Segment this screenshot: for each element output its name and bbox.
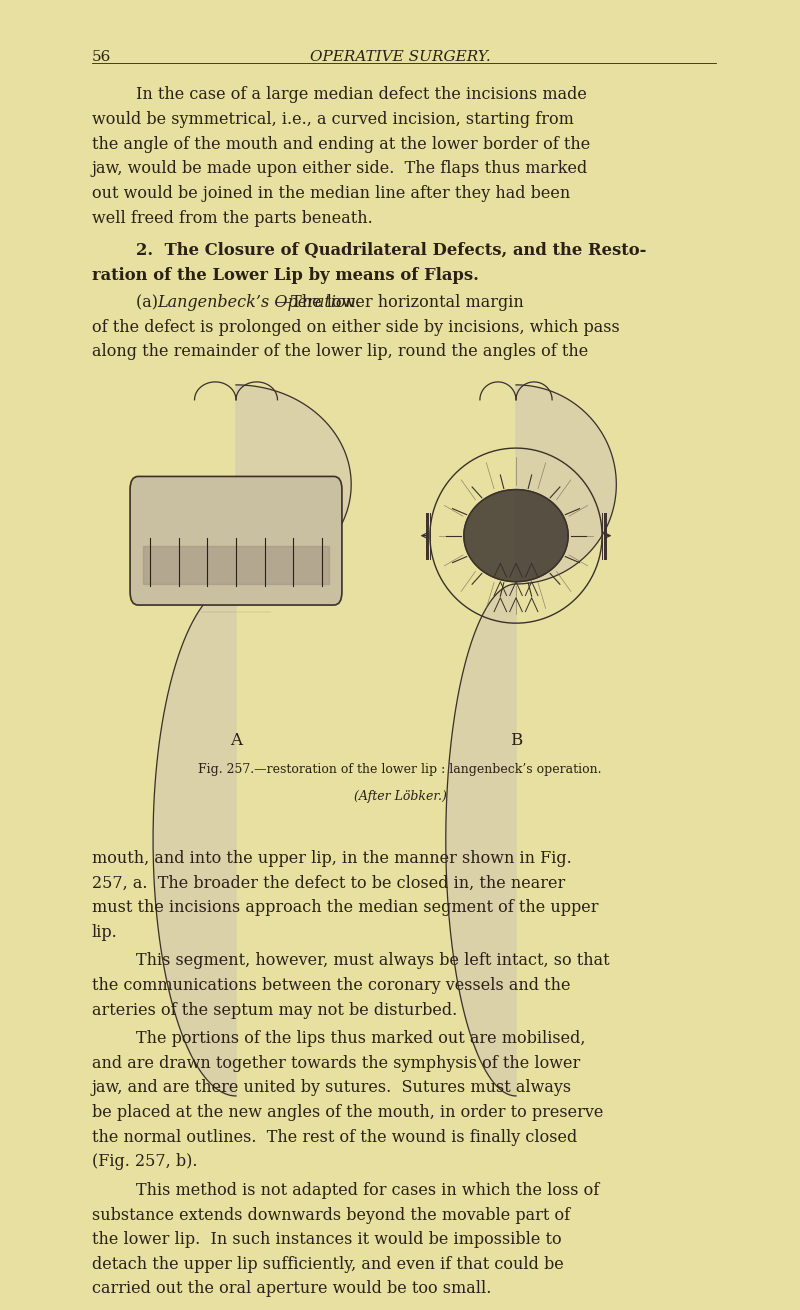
Text: the lower lip.  In such instances it would be impossible to: the lower lip. In such instances it woul… xyxy=(92,1231,562,1248)
Text: along the remainder of the lower lip, round the angles of the: along the remainder of the lower lip, ro… xyxy=(92,343,588,360)
Text: (Fig. 257, b).: (Fig. 257, b). xyxy=(92,1153,198,1170)
Text: would be symmetrical, i.e., a curved incision, starting from: would be symmetrical, i.e., a curved inc… xyxy=(92,111,574,128)
Text: The portions of the lips thus marked out are mobilised,: The portions of the lips thus marked out… xyxy=(136,1030,586,1047)
Text: jaw, would be made upon either side.  The flaps thus marked: jaw, would be made upon either side. The… xyxy=(92,160,588,177)
Text: the communications between the coronary vessels and the: the communications between the coronary … xyxy=(92,977,570,994)
Text: jaw, and are there united by sutures.  Sutures must always: jaw, and are there united by sutures. Su… xyxy=(92,1079,572,1096)
Text: (a): (a) xyxy=(136,293,163,310)
Text: 257, a.  The broader the defect to be closed in, the nearer: 257, a. The broader the defect to be clo… xyxy=(92,875,566,892)
Text: This segment, however, must always be left intact, so that: This segment, however, must always be le… xyxy=(136,952,610,969)
Polygon shape xyxy=(143,546,329,584)
Text: (After Löbker.): (After Löbker.) xyxy=(354,790,446,803)
Text: A: A xyxy=(230,732,242,749)
Text: well freed from the parts beneath.: well freed from the parts beneath. xyxy=(92,210,373,227)
FancyBboxPatch shape xyxy=(130,477,342,605)
Text: be placed at the new angles of the mouth, in order to preserve: be placed at the new angles of the mouth… xyxy=(92,1104,603,1121)
Polygon shape xyxy=(446,385,616,1096)
Text: the angle of the mouth and ending at the lower border of the: the angle of the mouth and ending at the… xyxy=(92,136,590,153)
Text: Fig. 257.—restoration of the lower lip : langenbeck’s operation.: Fig. 257.—restoration of the lower lip :… xyxy=(198,764,602,777)
Text: the normal outlines.  The rest of the wound is finally closed: the normal outlines. The rest of the wou… xyxy=(92,1129,578,1146)
Text: 2.  The Closure of Quadrilateral Defects, and the Resto-: 2. The Closure of Quadrilateral Defects,… xyxy=(136,242,646,259)
Polygon shape xyxy=(464,490,568,582)
Text: detach the upper lip sufficiently, and even if that could be: detach the upper lip sufficiently, and e… xyxy=(92,1256,564,1273)
Text: substance extends downwards beyond the movable part of: substance extends downwards beyond the m… xyxy=(92,1207,570,1224)
Text: B: B xyxy=(510,732,522,749)
Text: and are drawn together towards the symphysis of the lower: and are drawn together towards the symph… xyxy=(92,1055,580,1072)
Text: carried out the oral aperture would be too small.: carried out the oral aperture would be t… xyxy=(92,1280,491,1297)
Text: must the incisions approach the median segment of the upper: must the incisions approach the median s… xyxy=(92,899,598,916)
Polygon shape xyxy=(153,385,351,1096)
Text: arteries of the septum may not be disturbed.: arteries of the septum may not be distur… xyxy=(92,1002,458,1019)
Text: out would be joined in the median line after they had been: out would be joined in the median line a… xyxy=(92,185,570,202)
Text: 56: 56 xyxy=(92,50,111,64)
Text: This method is not adapted for cases in which the loss of: This method is not adapted for cases in … xyxy=(136,1182,599,1199)
Text: In the case of a large median defect the incisions made: In the case of a large median defect the… xyxy=(136,86,587,103)
Text: —The lower horizontal margin: —The lower horizontal margin xyxy=(275,293,524,310)
Text: lip.: lip. xyxy=(92,924,118,941)
Text: ration of the Lower Lip by means of Flaps.: ration of the Lower Lip by means of Flap… xyxy=(92,267,479,284)
Text: OPERATIVE SURGERY.: OPERATIVE SURGERY. xyxy=(310,50,490,64)
Text: of the defect is prolonged on either side by incisions, which pass: of the defect is prolonged on either sid… xyxy=(92,318,620,335)
Text: Langenbeck’s Operation.: Langenbeck’s Operation. xyxy=(158,293,362,310)
Text: mouth, and into the upper lip, in the manner shown in Fig.: mouth, and into the upper lip, in the ma… xyxy=(92,850,572,867)
